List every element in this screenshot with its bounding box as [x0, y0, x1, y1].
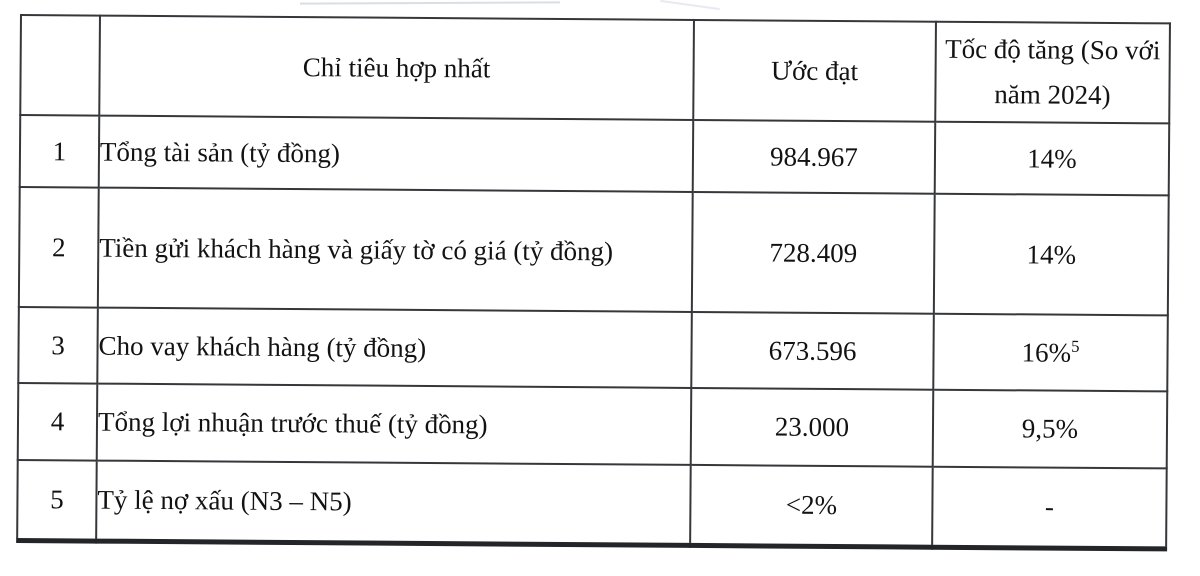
cell-estimate: 23.000 [690, 387, 934, 467]
growth-value: 9,5% [1021, 413, 1079, 444]
stt-value: 2 [51, 231, 66, 263]
header-estimate: Ước đạt [693, 19, 936, 122]
cell-growth: 9,5% [932, 389, 1168, 469]
indicator-value: Cho vay khách hàng (tỷ đồng) [98, 330, 427, 363]
cell-estimate: 984.967 [692, 119, 936, 194]
scan-artifact-mark [660, 0, 720, 11]
table-row: 2 Tiền gửi khách hàng và giấy tờ có giá … [18, 187, 1169, 316]
estimate-value: 23.000 [774, 411, 850, 443]
stt-value: 3 [51, 329, 65, 361]
cell-estimate: 728.409 [691, 191, 935, 314]
indicator-value: Tỷ lệ nợ xấu (N3 – N5) [97, 484, 352, 517]
estimate-value: 673.596 [768, 335, 857, 366]
scan-artifact-line [299, 1, 561, 5]
header-estimate-label: Ước đạt [771, 55, 859, 86]
cell-stt: 3 [18, 306, 98, 384]
stt-value: 4 [50, 406, 65, 437]
growth-value: 14% [1027, 143, 1077, 174]
cell-stt: 2 [18, 187, 99, 308]
table-row: 1 Tổng tài sản (tỷ đồng) 984.967 14% [19, 115, 1170, 196]
cell-indicator: Tỷ lệ nợ xấu (N3 – N5) [96, 460, 691, 545]
header-growth: Tốc độ tăng (So với năm 2024) [935, 21, 1170, 124]
header-indicator: Chỉ tiêu hợp nhất [99, 15, 694, 120]
cell-indicator: Tiền gửi khách hàng và giấy tờ có giá (t… [97, 187, 693, 312]
stt-value: 1 [52, 135, 67, 167]
financial-targets-table: Chỉ tiêu hợp nhất Ước đạt Tốc độ tăng (S… [16, 14, 1171, 551]
table-row: 3 Cho vay khách hàng (tỷ đồng) 673.596 1… [18, 306, 1168, 392]
table-row: 5 Tỷ lệ nợ xấu (N3 – N5) <2% - [17, 459, 1167, 549]
growth-footnote: 5 [1071, 336, 1080, 356]
growth-value: 16% [1021, 337, 1072, 368]
header-stt [20, 15, 100, 116]
stt-value: 5 [50, 484, 64, 515]
financial-targets-table-wrapper: Chỉ tiêu hợp nhất Ước đạt Tốc độ tăng (S… [16, 14, 1171, 551]
cell-growth: 16%5 [933, 313, 1168, 392]
growth-value: 14% [1026, 239, 1077, 270]
cell-indicator: Tổng lợi nhuận trước thuế (tỷ đồng) [96, 383, 692, 465]
cell-stt: 1 [19, 115, 100, 188]
cell-stt: 4 [17, 382, 98, 461]
indicator-value: Tiền gửi khách hàng và giấy tờ có giá (t… [99, 232, 614, 267]
estimate-value: 728.409 [769, 237, 858, 268]
estimate-value: <2% [785, 489, 838, 520]
cell-estimate: 673.596 [691, 311, 934, 390]
table-row: 4 Tổng lợi nhuận trước thuế (tỷ đồng) 23… [17, 382, 1168, 469]
indicator-value: Tổng tài sản (tỷ đồng) [99, 136, 341, 169]
cell-indicator: Tổng tài sản (tỷ đồng) [98, 115, 694, 192]
header-indicator-label: Chỉ tiêu hợp nhất [302, 51, 491, 84]
cell-growth: 14% [934, 121, 1170, 196]
table-header-row: Chỉ tiêu hợp nhất Ước đạt Tốc độ tăng (S… [20, 15, 1170, 124]
estimate-value: 984.967 [769, 141, 858, 172]
cell-growth: 14% [933, 193, 1169, 316]
growth-value: - [1044, 491, 1055, 522]
cell-stt: 5 [17, 459, 97, 541]
cell-growth: - [932, 466, 1167, 549]
header-growth-label: Tốc độ tăng (So với năm 2024) [945, 34, 1161, 110]
cell-indicator: Cho vay khách hàng (tỷ đồng) [97, 307, 692, 388]
indicator-value: Tổng lợi nhuận trước thuế (tỷ đồng) [97, 406, 488, 440]
cell-estimate: <2% [690, 464, 933, 547]
